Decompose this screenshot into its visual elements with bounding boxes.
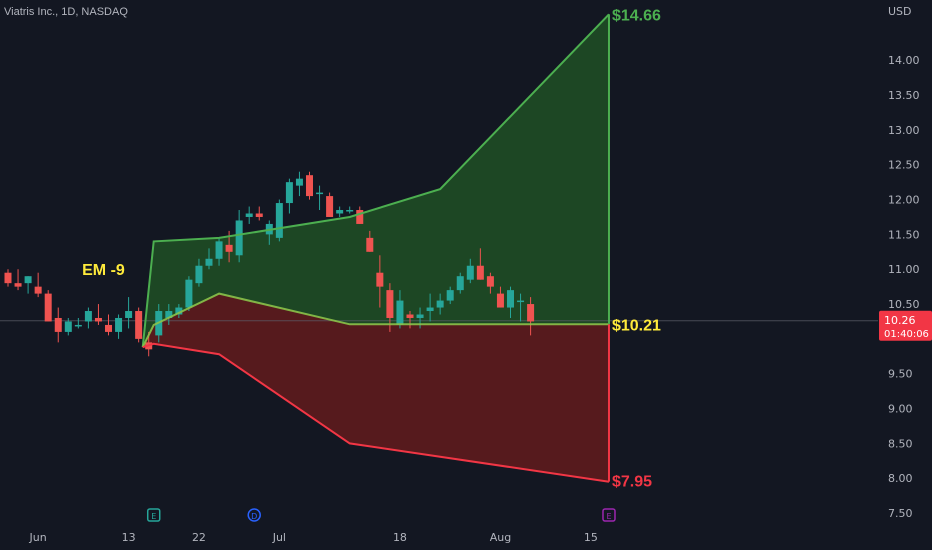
- candle-body: [517, 300, 525, 303]
- earnings-marker: [602, 508, 616, 522]
- candle-body: [346, 210, 354, 212]
- bar-countdown: 01:40:06: [884, 329, 929, 340]
- candle-body: [416, 314, 424, 318]
- lower-target-label: $7.95: [612, 474, 652, 491]
- time-tick-label: 15: [584, 531, 598, 544]
- candle-body: [476, 265, 484, 280]
- base-line: [141, 292, 609, 348]
- price-tick-label: 9.00: [888, 403, 913, 416]
- candle-body: [456, 276, 464, 291]
- candle-body: [466, 265, 474, 280]
- candle-body: [195, 265, 203, 284]
- candle-body: [4, 272, 12, 284]
- last-price-value: 10.26: [884, 314, 916, 327]
- candle-body: [94, 317, 102, 322]
- candle-body: [376, 272, 384, 287]
- candle-body: [44, 293, 52, 322]
- candle-body: [125, 311, 133, 318]
- candle-body: [245, 213, 253, 217]
- time-tick-label: 13: [122, 531, 136, 544]
- upper-zone-fill: [142, 14, 609, 348]
- candle-body: [326, 196, 334, 217]
- candle-body: [426, 307, 434, 312]
- candle-body: [486, 276, 494, 287]
- price-tick-label: 7.50: [888, 507, 913, 520]
- candle-body: [64, 321, 72, 332]
- candle-body: [446, 290, 454, 301]
- candle-body: [205, 258, 213, 266]
- dividend-marker-label: D: [251, 512, 257, 521]
- candle-body: [84, 311, 92, 322]
- price-tick-label: 12.50: [888, 159, 920, 172]
- price-axis[interactable]: 14.00 13.50 13.00 12.50 12.00 11.50 11.00 10.50…: [879, 54, 932, 520]
- candle-body: [54, 317, 62, 332]
- candle-body: [285, 182, 293, 204]
- candle-body: [14, 283, 22, 287]
- candle-body: [135, 311, 143, 339]
- last-price-tag: [879, 310, 932, 341]
- annotation-labels: EM -9 $14.66 $10.21 $7.95: [82, 7, 661, 490]
- candle-body: [386, 290, 394, 318]
- price-tick-label: 8.50: [888, 437, 913, 450]
- candle-body: [406, 314, 414, 318]
- candle-body: [316, 192, 324, 195]
- candle-body: [306, 175, 313, 197]
- candle-body: [396, 300, 404, 325]
- time-tick-label: Aug: [490, 531, 511, 544]
- time-tick-label: Jul: [272, 531, 286, 544]
- candle-body: [185, 279, 193, 308]
- candle-body: [165, 311, 173, 318]
- price-tick-label: 13.50: [888, 89, 920, 102]
- candle-body: [215, 241, 223, 259]
- candle-body: [507, 290, 514, 308]
- price-tick-label: 14.00: [888, 54, 920, 67]
- candle-body: [436, 300, 444, 308]
- candle-body: [225, 244, 233, 252]
- candle-body: [496, 293, 504, 308]
- upper-boundary-line: [141, 13, 610, 348]
- time-tick-label: Jun: [29, 531, 47, 544]
- candle-body: [175, 307, 183, 315]
- time-tick-label: 22: [192, 531, 206, 544]
- candle-body: [74, 324, 82, 327]
- lower-boundary-line: [142, 342, 610, 483]
- candle-body: [24, 276, 32, 284]
- price-tick-label: 11.50: [888, 228, 920, 241]
- earnings-marker-label: E: [606, 512, 611, 521]
- candle-body: [336, 210, 344, 214]
- mid-target-label: $10.21: [612, 317, 661, 334]
- candle-body: [275, 203, 283, 238]
- candle-body: [295, 178, 303, 186]
- lower-zone-fill: [142, 293, 609, 482]
- price-tick-label: 10.50: [888, 298, 920, 311]
- time-tick-label: 18: [393, 531, 407, 544]
- candle-body: [255, 213, 263, 217]
- candlestick-series: [4, 13, 610, 483]
- candle-body: [115, 317, 123, 332]
- candle-body: [235, 220, 243, 256]
- price-tick-label: 8.00: [888, 472, 913, 485]
- currency-label: USD: [888, 5, 912, 18]
- dividend-marker: [247, 508, 261, 522]
- earnings-marker: [146, 508, 161, 522]
- candle-body: [105, 324, 112, 332]
- candle-body: [356, 210, 364, 224]
- upper-target-label: $14.66: [612, 7, 661, 24]
- price-tick-label: 9.50: [888, 368, 913, 381]
- em-label: EM -9: [82, 262, 125, 279]
- earnings-marker-label: E: [151, 512, 156, 521]
- candle-body: [34, 286, 42, 294]
- symbol-title: Viatris Inc., 1D, NASDAQ: [4, 6, 128, 18]
- price-tick-label: 13.00: [888, 124, 920, 137]
- candle-body: [527, 304, 535, 322]
- time-axis[interactable]: 20May16Jun1322Jul18Aug15: [0, 531, 598, 544]
- price-tick-label: 11.00: [888, 263, 920, 276]
- candle-body: [366, 237, 374, 252]
- price-tick-label: 12.00: [888, 194, 920, 207]
